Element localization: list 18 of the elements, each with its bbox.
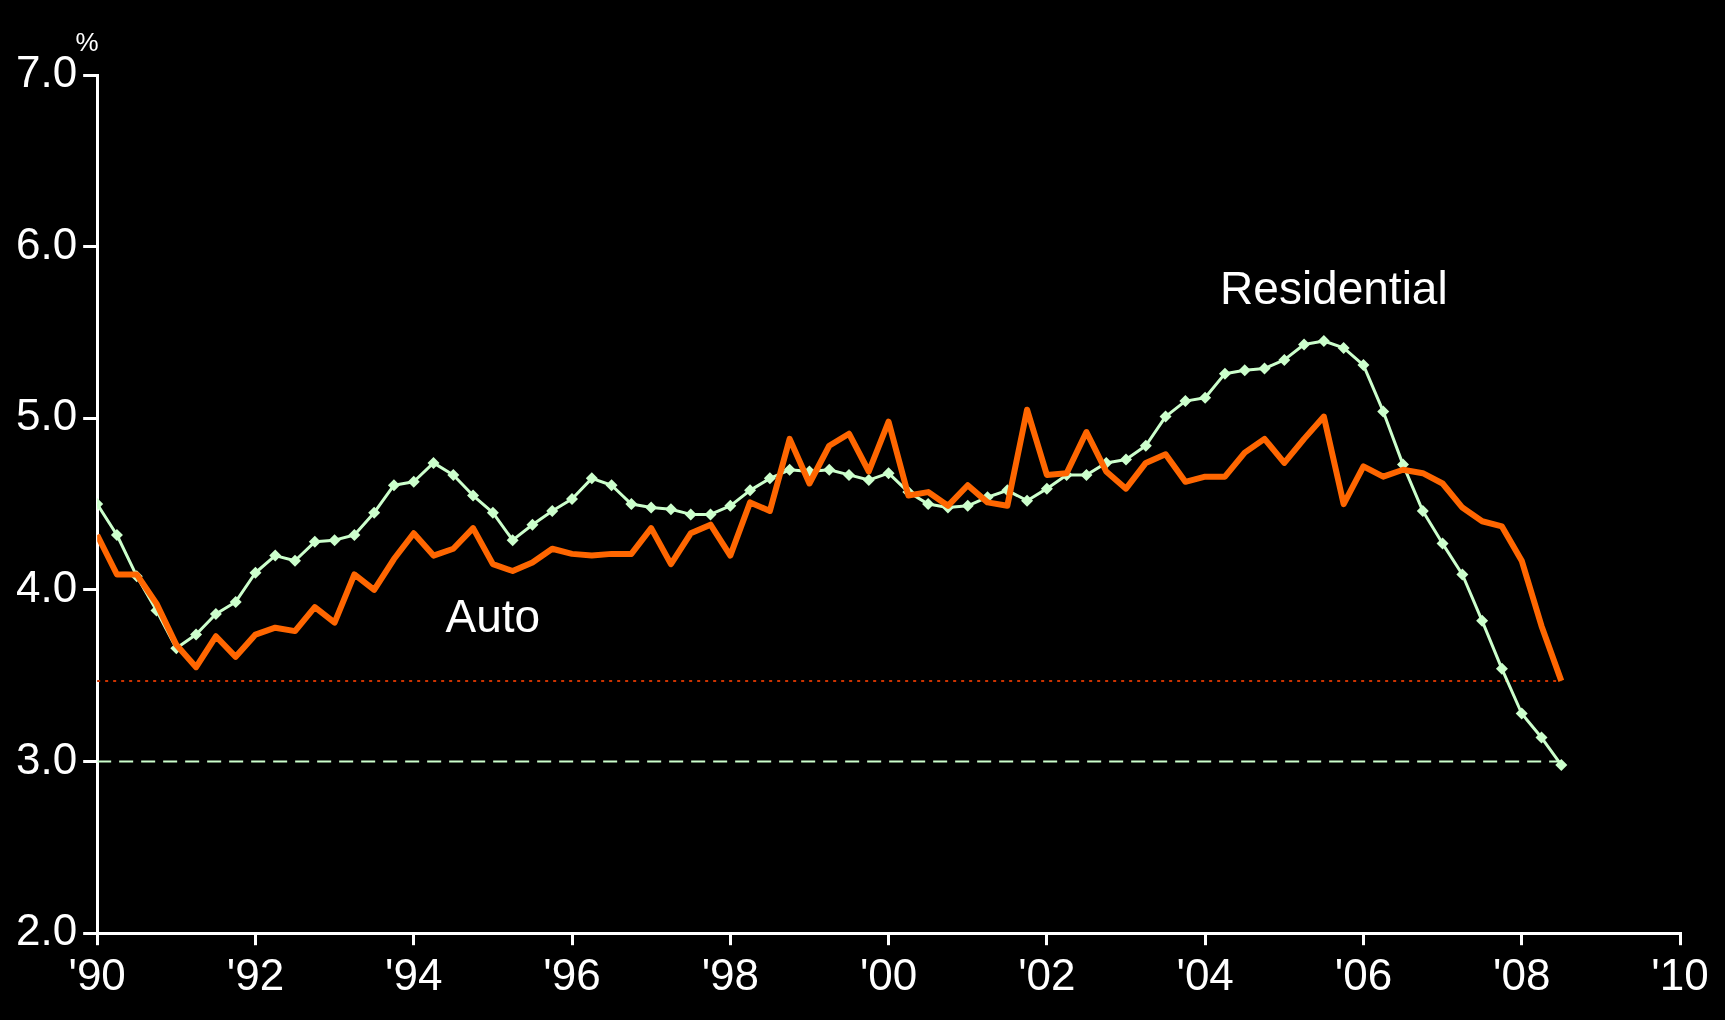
x-tick-label: '00 — [859, 949, 918, 999]
y-tick-label: 3.0 — [15, 733, 78, 783]
x-tick-label: '94 — [385, 949, 443, 999]
y-tick-label: 5.0 — [15, 390, 78, 440]
series-label: Auto — [445, 589, 541, 642]
x-tick-label: '08 — [1493, 949, 1551, 999]
x-tick-label: '96 — [543, 949, 601, 999]
y-tick-label: 4.0 — [15, 562, 78, 612]
x-tick-label: '92 — [226, 949, 285, 999]
x-tick-label: '98 — [701, 949, 759, 999]
x-tick-label: '04 — [1176, 949, 1234, 999]
series-label: Residential — [1220, 261, 1448, 314]
x-tick-label: '06 — [1334, 949, 1393, 999]
y-axis-title: % — [75, 27, 99, 58]
x-tick-label: '10 — [1651, 949, 1709, 999]
y-tick-label: 6.0 — [15, 218, 78, 268]
x-tick-label: '02 — [1018, 949, 1076, 999]
y-tick-label: 7.0 — [15, 47, 78, 97]
